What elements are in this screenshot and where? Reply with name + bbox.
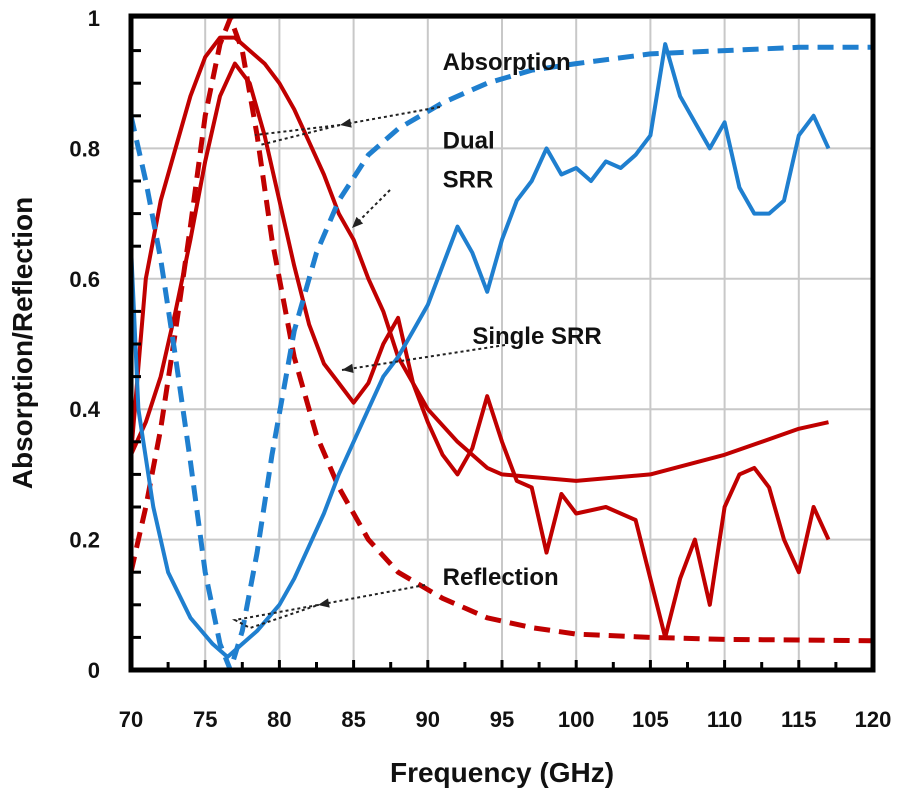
x-tick-label: 100	[558, 707, 595, 732]
x-tick-label: 115	[781, 707, 817, 732]
annotations: Absorption Dual SRR Single SRR Reflection	[443, 49, 602, 591]
annotation-arrow	[317, 584, 426, 606]
y-tick-label: 0.4	[69, 397, 100, 422]
annotation-arrows	[231, 106, 506, 630]
series-sim_abs	[128, 15, 874, 644]
y-axis-label: Absorption/Reflection	[7, 197, 38, 489]
y-tick-label: 0	[88, 658, 100, 683]
annotation-arrow	[339, 106, 441, 126]
series-single_abs	[129, 61, 831, 640]
y-tick-label: 0.8	[69, 136, 100, 161]
y-tick-label: 1	[88, 6, 100, 31]
series-group	[128, 15, 874, 673]
x-tick-label: 120	[855, 707, 892, 732]
y-tick-label: 0.6	[69, 267, 100, 292]
x-tick-label: 105	[632, 707, 669, 732]
x-axis-label: Frequency (GHz)	[390, 757, 614, 788]
annotation-label: Single SRR	[472, 323, 601, 350]
annotation-arrow	[254, 124, 341, 146]
ticks: 70 75 80 85 90 95 100 105 110 115 120 0 0.2 0.4 0.6 0.8…	[69, 6, 891, 732]
arrowhead-icon	[318, 598, 330, 608]
x-tick-label: 85	[341, 707, 365, 732]
y-tick-label: 0.2	[69, 528, 100, 553]
arrowhead-icon	[340, 118, 352, 128]
arrowhead-icon	[342, 363, 354, 373]
x-tick-label: 80	[267, 707, 291, 732]
annotation-label: SRR	[443, 167, 494, 194]
annotation-label: Dual	[443, 127, 495, 154]
annotation-label: Reflection	[443, 564, 559, 591]
x-tick-label: 95	[490, 707, 514, 732]
series-meas_ref	[129, 42, 831, 659]
arrowhead-icon	[352, 216, 364, 228]
series-sim_ref	[128, 44, 873, 673]
annotation-label: Absorption	[443, 49, 571, 76]
series-dual_abs	[129, 35, 829, 483]
x-tick-label: 70	[119, 707, 143, 732]
annotation-arrow	[231, 604, 319, 630]
x-tick-label: 110	[707, 707, 743, 732]
x-tick-label: 90	[416, 707, 440, 732]
x-tick-label: 75	[193, 707, 217, 732]
